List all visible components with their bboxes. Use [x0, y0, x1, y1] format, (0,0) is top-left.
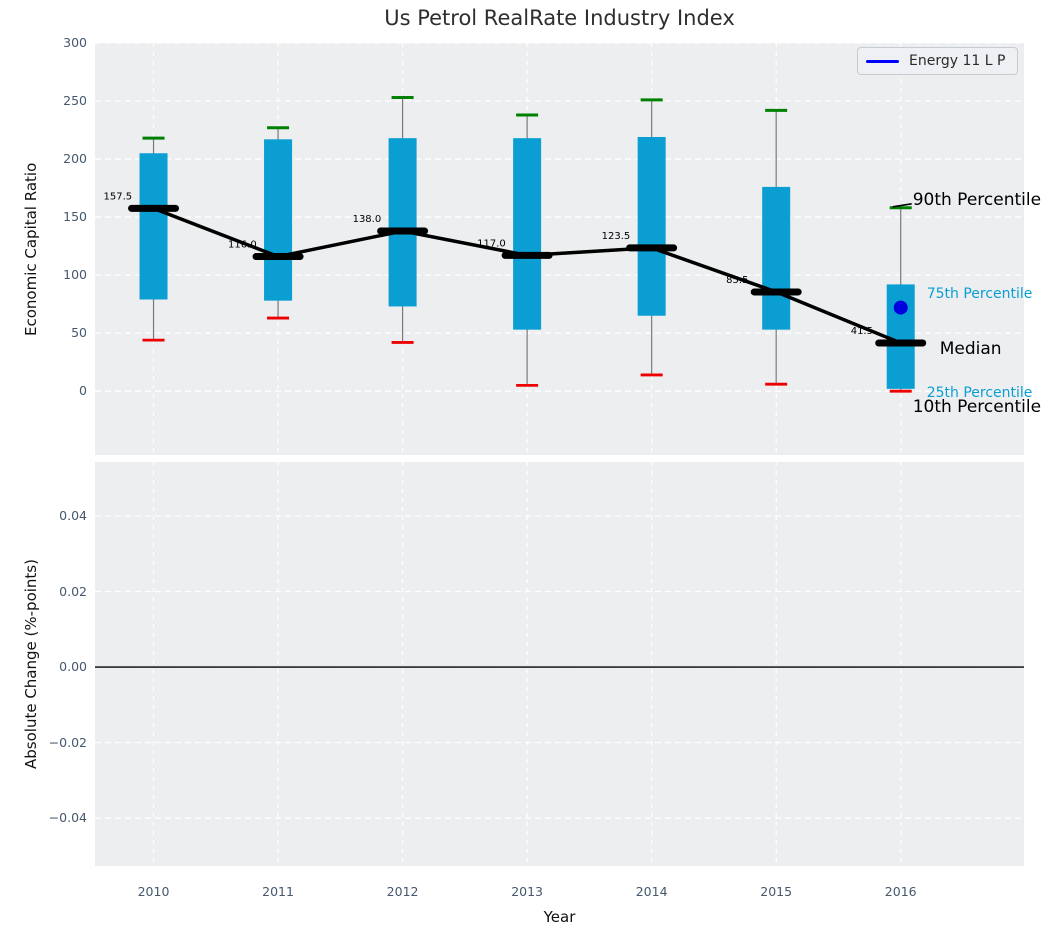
x-axis-label: Year — [543, 908, 576, 926]
percentile-box — [762, 186, 791, 330]
y-tick-label: 0 — [79, 383, 87, 399]
median-value-label: 41.5 — [851, 326, 873, 337]
y-tick-label: 0.00 — [59, 659, 87, 675]
legend: Energy 11 L P — [857, 47, 1018, 75]
percentile-box — [886, 284, 915, 389]
y-tick-label: 300 — [63, 35, 87, 50]
median-value-label: 157.5 — [104, 191, 133, 202]
median-value-label: 123.5 — [602, 231, 631, 242]
company-point — [893, 300, 908, 315]
percentile-annotation: 90th Percentile — [912, 190, 1042, 211]
y-tick-label: 0.02 — [59, 583, 87, 599]
percentile-box — [264, 139, 293, 301]
x-tick-label: 2010 — [137, 884, 170, 899]
y-tick-label: 200 — [63, 151, 87, 167]
x-tick-label: 2014 — [635, 884, 668, 899]
percentile-box — [388, 138, 417, 307]
x-tick-label: 2015 — [760, 884, 793, 899]
median-value-label: 117.0 — [477, 238, 506, 249]
bottom-plot-canvas — [95, 462, 1024, 866]
percentile-annotation: 10th Percentile — [912, 396, 1042, 417]
median-value-label: 138.0 — [353, 214, 382, 225]
x-tick-label: 2011 — [262, 884, 294, 899]
x-tick-label: 2013 — [511, 884, 544, 899]
x-tick-label: 2016 — [884, 884, 917, 899]
legend-line-sample — [866, 59, 899, 63]
median-value-label: 116.0 — [228, 240, 257, 251]
x-tick-label: 2012 — [386, 884, 419, 899]
percentile-box — [139, 153, 168, 300]
percentile-annotation: 75th Percentile — [926, 285, 1033, 302]
percentile-box — [637, 137, 666, 316]
bottom-axes — [95, 462, 1024, 866]
y-tick-label: 100 — [63, 267, 87, 283]
percentile-annotation: 25th Percentile — [926, 385, 1033, 402]
percentile-annotation: Median — [939, 338, 1002, 359]
y-tick-label: 50 — [71, 325, 87, 341]
percentile-box — [513, 138, 542, 330]
y-tick-label: −0.02 — [48, 734, 87, 750]
chart-title: Us Petrol RealRate Industry Index — [384, 6, 735, 30]
top-axes — [95, 43, 1024, 455]
y-tick-label: 0.04 — [59, 507, 87, 523]
median-value-label: 85.5 — [726, 275, 748, 286]
y-tick-label: −0.04 — [48, 810, 87, 826]
top-plot-canvas: 157.5 116.0 138.0 117.0 123.5 85.5 41.5 — [95, 42, 1024, 455]
y-tick-label: 250 — [63, 93, 87, 109]
legend-label: Energy 11 L P — [909, 53, 1006, 69]
y-tick-label: 150 — [63, 209, 87, 225]
annotation-leader-line — [892, 203, 912, 208]
